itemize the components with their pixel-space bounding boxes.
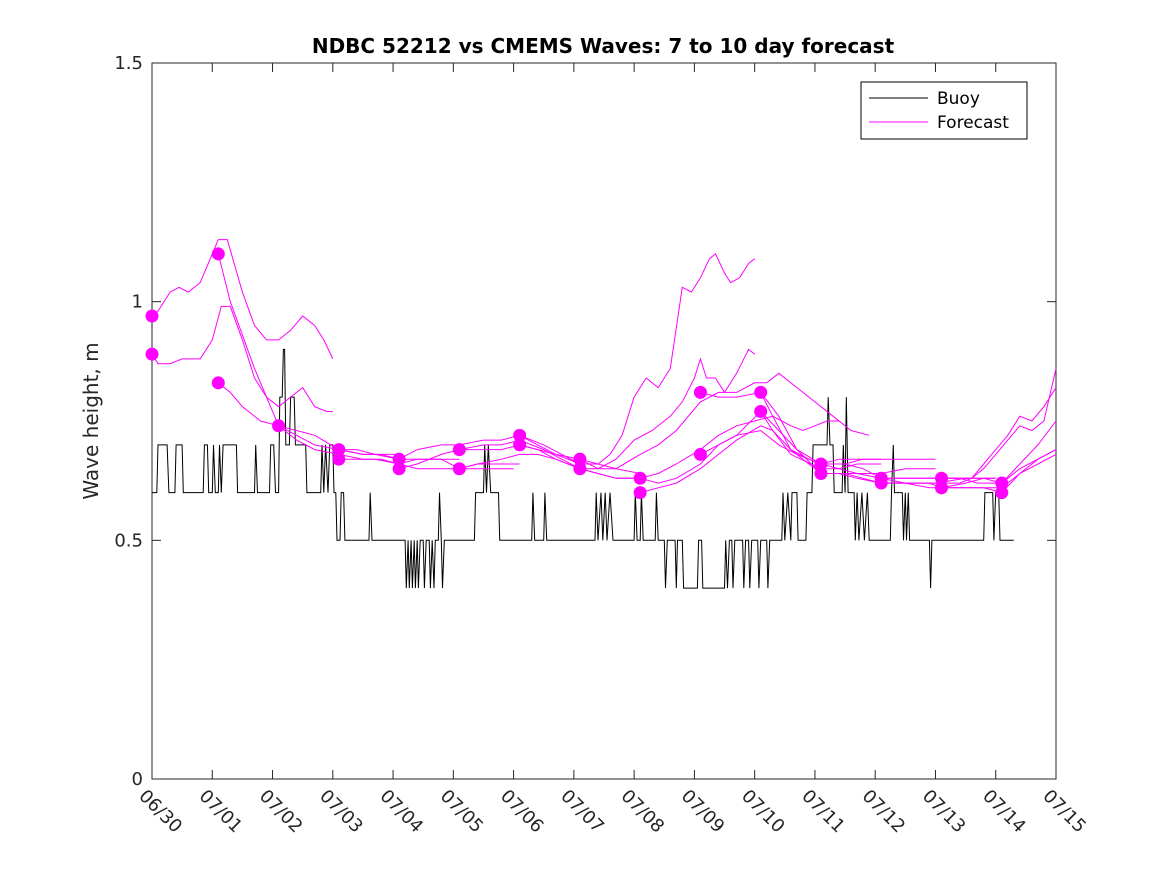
forecast-line bbox=[1001, 453, 1057, 493]
forecast-markers bbox=[145, 247, 1009, 500]
forecast-line bbox=[881, 368, 1057, 484]
forecast-start-marker bbox=[145, 347, 159, 361]
forecast-start-marker bbox=[573, 462, 587, 476]
forecast-line bbox=[820, 463, 1002, 489]
forecast-start-marker bbox=[392, 462, 406, 476]
forecast-line bbox=[1001, 449, 1057, 484]
forecast-line bbox=[338, 458, 520, 470]
forecast-start-marker bbox=[693, 385, 707, 399]
forecast-start-marker bbox=[874, 476, 888, 490]
forecast-line bbox=[700, 391, 936, 465]
forecast-start-marker bbox=[513, 438, 527, 452]
forecast-start-marker bbox=[145, 309, 159, 323]
forecast-start-marker bbox=[754, 385, 768, 399]
forecast-start-marker bbox=[332, 443, 346, 457]
legend-buoy-label: Buoy bbox=[937, 89, 980, 109]
forecast-start-marker bbox=[211, 247, 225, 261]
forecast-line bbox=[640, 429, 882, 484]
forecast-line bbox=[459, 444, 641, 474]
forecast-start-marker bbox=[332, 452, 346, 466]
forecast-start-marker bbox=[754, 404, 768, 418]
legend-forecast-label: Forecast bbox=[937, 113, 1009, 133]
y-tick-label: 0.5 bbox=[114, 530, 143, 551]
forecast-start-marker bbox=[392, 452, 406, 466]
forecast-line bbox=[579, 415, 839, 479]
forecast-start-marker bbox=[452, 462, 466, 476]
forecast-start-marker bbox=[693, 447, 707, 461]
forecast-start-marker bbox=[633, 486, 647, 500]
forecast-line bbox=[398, 439, 581, 470]
forecast-line bbox=[217, 382, 400, 460]
forecast-line bbox=[151, 305, 333, 412]
y-axis-label: Wave height, m bbox=[79, 342, 103, 499]
forecast-line bbox=[579, 372, 870, 470]
forecast-start-marker bbox=[934, 481, 948, 495]
forecast-start-marker bbox=[633, 471, 647, 485]
legend-box bbox=[860, 81, 1028, 140]
buoy-line bbox=[152, 348, 1014, 589]
forecast-start-marker bbox=[573, 452, 587, 466]
forecast-start-marker bbox=[995, 476, 1009, 490]
forecast-line bbox=[700, 410, 936, 474]
buoy-series bbox=[152, 348, 1014, 589]
forecast-line bbox=[881, 387, 1057, 479]
forecast-start-marker bbox=[272, 419, 286, 433]
forecast-start-marker bbox=[995, 486, 1009, 500]
forecast-start-marker bbox=[934, 471, 948, 485]
y-tick-label: 1 bbox=[132, 292, 143, 313]
legend: Buoy Forecast bbox=[860, 81, 1028, 140]
forecast-start-marker bbox=[513, 428, 527, 442]
forecast-start-marker bbox=[814, 467, 828, 481]
forecast-start-marker bbox=[452, 443, 466, 457]
y-tick-label: 0 bbox=[132, 769, 143, 790]
forecast-line bbox=[151, 239, 334, 360]
forecast-line bbox=[519, 253, 756, 465]
y-tick-label: 1.5 bbox=[114, 53, 143, 74]
forecast-line bbox=[398, 434, 581, 465]
chart-title: NDBC 52212 vs CMEMS Waves: 7 to 10 day f… bbox=[312, 34, 895, 58]
forecast-start-marker bbox=[211, 376, 225, 390]
forecast-start-marker bbox=[814, 457, 828, 471]
